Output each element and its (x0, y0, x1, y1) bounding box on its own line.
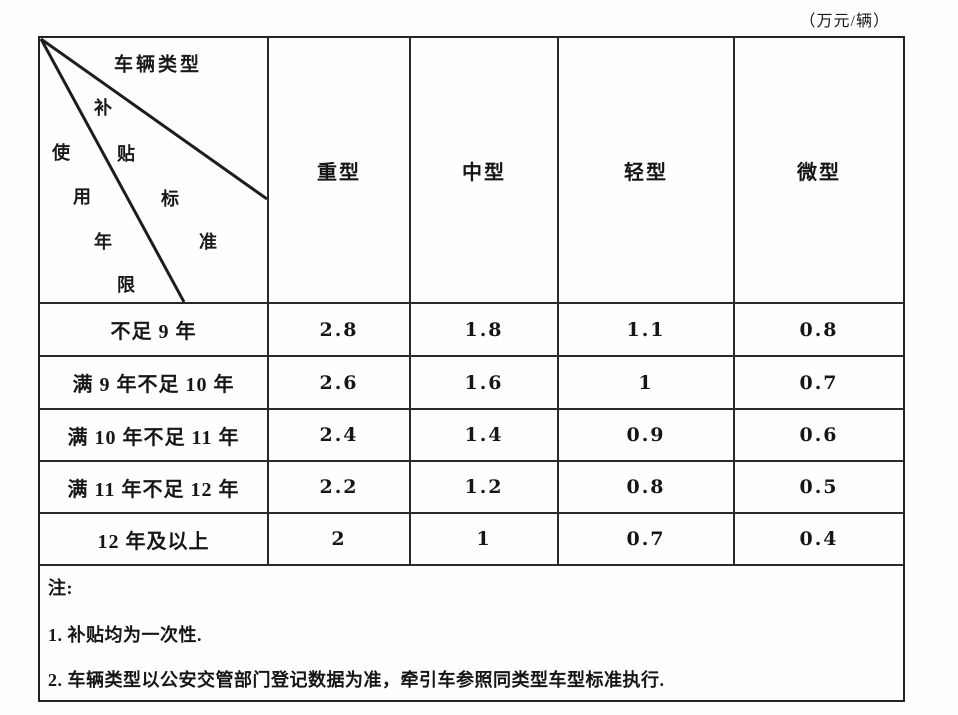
value-cell: 2.8 (267, 304, 409, 355)
table-row: 满 10 年不足 11 年 2.4 1.4 0.9 0.6 (40, 408, 903, 460)
value-cell: 0.7 (557, 514, 733, 564)
value-cell: 0.9 (557, 410, 733, 460)
row-label-cell: 满 9 年不足 10 年 (72, 374, 235, 396)
value-cell: 1 (557, 357, 733, 408)
notes-title: 注: (48, 578, 73, 598)
header-row: 车辆类型 补 贴 标 准 使 用 年 限 重型 中型 轻型 微型 (40, 38, 903, 302)
unit-label: （万元/辆） (799, 13, 890, 30)
corner-subsidy-char: 补 (94, 98, 112, 118)
diagonal-corner-cell: 车辆类型 补 贴 标 准 使 用 年 限 (40, 38, 267, 302)
value-cell: 1.6 (409, 357, 557, 408)
corner-vehicle-type-label: 车辆类型 (113, 54, 203, 76)
row-label-cell: 不足 9 年 (110, 321, 197, 343)
notes-section: 注: 1. 补贴均为一次性. 2. 车辆类型以公安交管部门登记数据为准，牵引车参… (40, 564, 903, 700)
table-row: 满 9 年不足 10 年 2.6 1.6 1 0.7 (40, 355, 903, 408)
value-cell: 1.8 (409, 304, 557, 355)
value-cell: 1.2 (409, 462, 557, 512)
value-cell: 2 (267, 514, 409, 564)
note-item: 2. 车辆类型以公安交管部门登记数据为准，牵引车参照同类型车型标准执行. (48, 670, 665, 690)
value-cell: 0.7 (733, 357, 903, 408)
diagonal-lines (40, 38, 267, 302)
value-cell: 1.4 (409, 410, 557, 460)
value-cell: 0.5 (733, 462, 903, 512)
column-header-heavy: 重型 (267, 38, 409, 302)
value-cell: 1 (409, 514, 557, 564)
corner-usage-char: 用 (73, 187, 91, 207)
corner-subsidy-char: 贴 (117, 144, 135, 164)
corner-usage-char: 年 (94, 232, 112, 252)
value-cell: 0.4 (733, 514, 903, 564)
row-label-cell: 满 10 年不足 11 年 (67, 426, 240, 449)
value-cell: 2.2 (267, 462, 409, 512)
corner-usage-char: 使 (52, 143, 70, 163)
value-cell: 1.1 (557, 304, 733, 355)
value-cell: 2.4 (267, 410, 409, 460)
subsidy-table: 车辆类型 补 贴 标 准 使 用 年 限 重型 中型 轻型 微型 不足 9 年 … (38, 36, 905, 702)
value-cell: 0.8 (557, 462, 733, 512)
row-label-cell: 12 年及以上 (97, 530, 210, 553)
value-cell: 2.6 (267, 357, 409, 408)
value-cell: 0.6 (733, 410, 903, 460)
column-header-micro: 微型 (733, 38, 903, 302)
corner-subsidy-char: 标 (161, 189, 179, 209)
row-label-cell: 满 11 年不足 12 年 (67, 478, 240, 501)
corner-subsidy-char: 准 (199, 232, 217, 252)
column-header-medium: 中型 (409, 38, 557, 302)
corner-usage-char: 限 (117, 275, 135, 295)
column-header-light: 轻型 (557, 38, 733, 302)
table-row: 12 年及以上 2 1 0.7 0.4 (40, 512, 903, 564)
note-item: 1. 补贴均为一次性. (48, 625, 202, 645)
table-row: 满 11 年不足 12 年 2.2 1.2 0.8 0.5 (40, 460, 903, 512)
table-row: 不足 9 年 2.8 1.8 1.1 0.8 (40, 302, 903, 355)
value-cell: 0.8 (733, 304, 903, 355)
